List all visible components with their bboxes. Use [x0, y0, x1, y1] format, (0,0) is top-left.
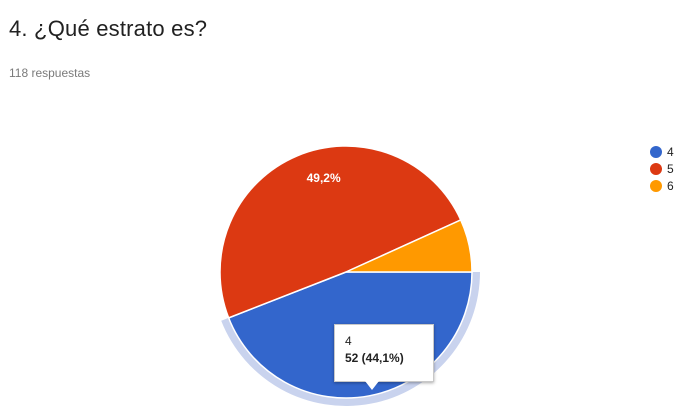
legend-item-5[interactable]: 5	[650, 162, 674, 176]
tooltip-pointer	[365, 381, 379, 390]
legend-label-6: 6	[667, 179, 674, 193]
pie-slice-6[interactable]	[345, 218, 473, 273]
legend-swatch-5	[650, 163, 662, 175]
question-title: 4. ¿Qué estrato es?	[9, 16, 208, 41]
tooltip-value: 52 (44,1%)	[345, 351, 404, 365]
pie-slice-label-5: 49,2%	[307, 171, 341, 185]
legend-item-6[interactable]: 6	[650, 179, 674, 193]
legend-swatch-6	[650, 180, 662, 192]
legend-item-4[interactable]: 4	[650, 145, 674, 159]
response-count: 118 respuestas	[9, 66, 91, 80]
pie-slice-5[interactable]	[219, 145, 462, 319]
tooltip-category: 4	[345, 334, 352, 348]
legend-label-5: 5	[667, 162, 674, 176]
legend-swatch-4	[650, 146, 662, 158]
chart-tooltip: 4 52 (44,1%)	[334, 324, 434, 390]
legend-label-4: 4	[667, 145, 674, 159]
